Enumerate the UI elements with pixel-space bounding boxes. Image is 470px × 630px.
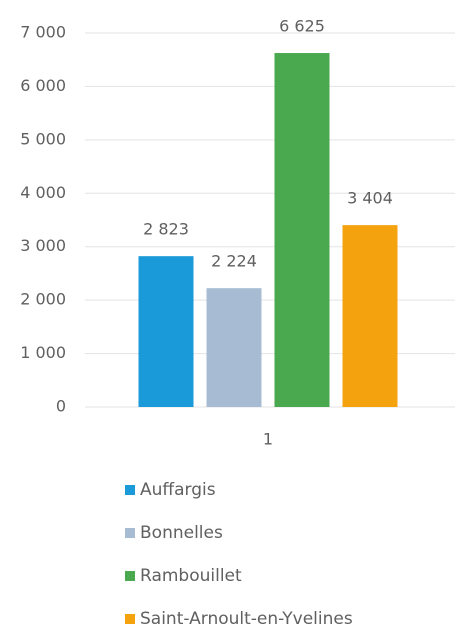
legend-swatch: [125, 528, 135, 538]
y-tick-label: 2 000: [20, 290, 66, 309]
bar: [342, 225, 398, 407]
x-tick-label: 1: [263, 430, 273, 449]
data-label: 2 224: [211, 252, 257, 271]
bar: [274, 53, 330, 408]
legend-label: Bonnelles: [140, 523, 223, 543]
legend-label: Rambouillet: [140, 566, 242, 586]
y-tick-label: 1 000: [20, 343, 66, 362]
y-tick-label: 3 000: [20, 236, 66, 255]
data-label: 6 625: [279, 17, 325, 36]
legend-swatch: [125, 571, 135, 581]
bar: [138, 256, 194, 407]
y-tick-label: 4 000: [20, 183, 66, 202]
legend-label: Saint-Arnoult-en-Yvelines: [140, 609, 353, 629]
legend-label: Auffargis: [140, 480, 216, 500]
bar: [206, 288, 262, 407]
y-tick-label: 7 000: [20, 23, 66, 42]
data-label: 3 404: [347, 189, 393, 208]
legend-swatch: [125, 614, 135, 624]
data-label: 2 823: [143, 220, 189, 239]
legend-swatch: [125, 485, 135, 495]
y-tick-label: 5 000: [20, 129, 66, 148]
y-tick-label: 0: [56, 397, 66, 416]
y-tick-label: 6 000: [20, 76, 66, 95]
